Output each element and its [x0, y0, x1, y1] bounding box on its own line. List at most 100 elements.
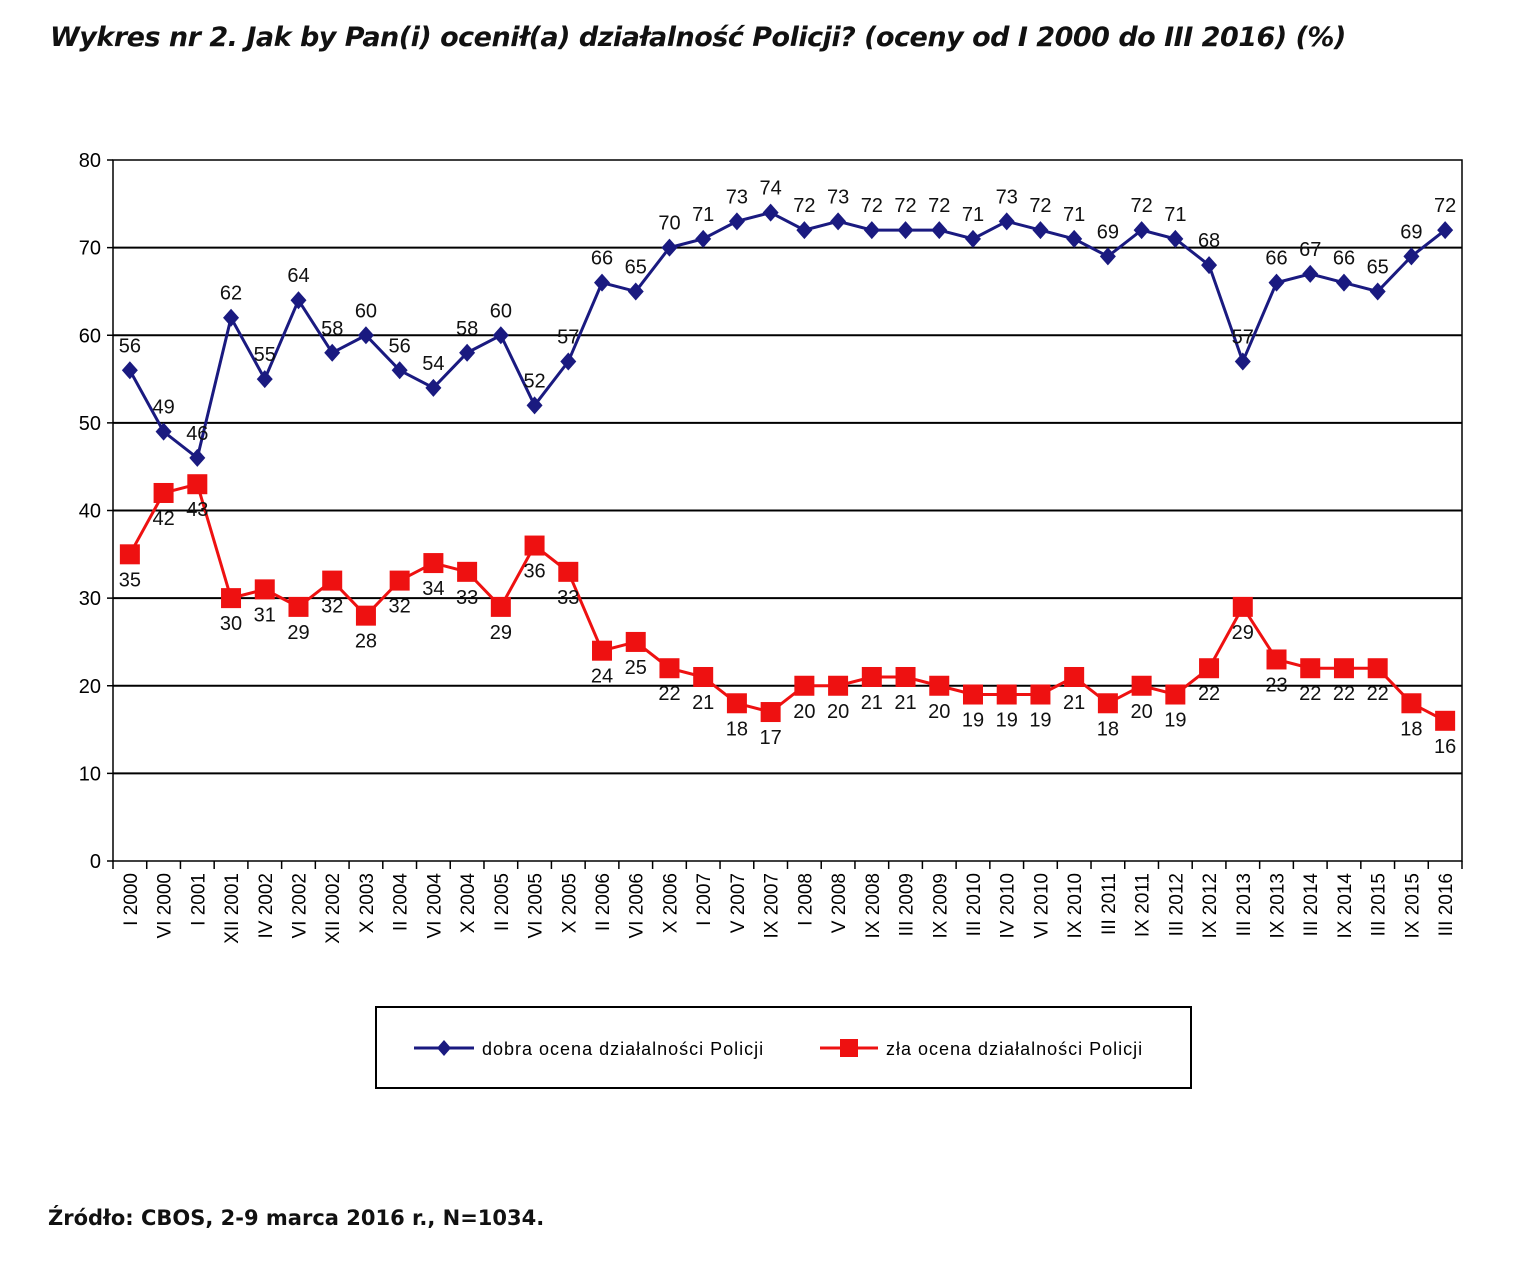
data-point — [931, 221, 948, 240]
data-label: 29 — [490, 622, 512, 644]
data-label: 18 — [1400, 718, 1422, 740]
data-point — [828, 675, 849, 696]
data-point — [391, 361, 408, 380]
data-label: 22 — [1299, 683, 1321, 705]
data-label: 49 — [152, 397, 174, 419]
x-tick-label: IX 2009 — [930, 873, 951, 939]
data-label: 56 — [119, 335, 141, 357]
data-label: 23 — [1265, 674, 1287, 696]
data-label: 21 — [861, 692, 883, 714]
legend-label-good: dobra ocena działalności Policji — [482, 1039, 764, 1059]
data-label: 66 — [591, 248, 613, 270]
x-tick-label: II 2004 — [391, 873, 412, 932]
data-label: 18 — [1097, 718, 1119, 740]
data-label: 70 — [658, 213, 680, 235]
data-label: 21 — [1063, 692, 1085, 714]
data-point — [1097, 693, 1118, 714]
data-point — [762, 203, 779, 222]
data-point — [659, 658, 680, 679]
data-label: 71 — [692, 204, 714, 226]
data-label: 33 — [557, 587, 579, 609]
data-point — [153, 482, 174, 503]
data-label: 22 — [1367, 683, 1389, 705]
data-point — [895, 666, 916, 687]
x-tick-label: VI 2000 — [155, 873, 176, 939]
data-point — [1435, 710, 1456, 731]
data-label: 18 — [726, 718, 748, 740]
data-label: 58 — [321, 318, 343, 340]
data-point — [998, 212, 1015, 231]
data-point — [1401, 693, 1422, 714]
data-point — [1201, 256, 1218, 275]
y-tick-label: 0 — [90, 851, 101, 873]
data-label: 20 — [793, 701, 815, 723]
data-point — [695, 229, 712, 248]
data-point — [1266, 649, 1287, 670]
data-point — [1300, 658, 1321, 679]
data-label: 30 — [220, 613, 242, 635]
data-point — [1167, 229, 1184, 248]
data-point — [189, 448, 206, 467]
data-label: 72 — [793, 195, 815, 217]
data-label: 19 — [962, 710, 984, 732]
data-label: 72 — [1434, 195, 1456, 217]
x-tick-label: III 2011 — [1099, 873, 1120, 935]
data-label: 68 — [1198, 230, 1220, 252]
data-label: 62 — [220, 283, 242, 305]
legend-marker-bad — [840, 1039, 858, 1057]
data-label: 72 — [1130, 195, 1152, 217]
data-point — [1232, 596, 1253, 617]
data-label: 22 — [1198, 683, 1220, 705]
data-point — [322, 570, 343, 591]
data-label: 19 — [996, 710, 1018, 732]
data-point — [693, 666, 714, 687]
source-note: Źródło: CBOS, 2-9 marca 2016 r., N=1034. — [48, 1206, 545, 1230]
data-point — [728, 212, 745, 231]
data-label: 60 — [355, 300, 377, 322]
data-point — [492, 326, 509, 345]
data-point — [1234, 352, 1251, 371]
x-tick-label: X 2004 — [458, 873, 479, 934]
x-tick-label: V 2007 — [728, 873, 749, 933]
data-point — [1099, 247, 1116, 266]
data-label: 73 — [996, 186, 1018, 208]
x-tick-label: IX 2013 — [1268, 873, 1289, 939]
x-tick-label: III 2014 — [1301, 873, 1322, 937]
y-tick-label: 60 — [79, 325, 101, 347]
x-tick-label: I 2001 — [188, 873, 209, 926]
x-tick-label: IX 2011 — [1133, 873, 1154, 937]
data-point — [1066, 229, 1083, 248]
x-tick-label: X 2003 — [357, 873, 378, 933]
data-point — [425, 378, 442, 397]
data-point — [121, 361, 138, 380]
data-label: 43 — [186, 499, 208, 521]
chart-title: Wykres nr 2. Jak by Pan(i) ocenił(a) dzi… — [50, 22, 1346, 53]
x-tick-label: II 2005 — [492, 873, 513, 931]
y-tick-label: 40 — [79, 501, 101, 523]
data-label: 24 — [591, 666, 613, 688]
data-label: 69 — [1097, 221, 1119, 243]
x-tick-label: XII 2002 — [323, 873, 344, 944]
data-point — [558, 561, 579, 582]
x-tick-label: VI 2005 — [526, 873, 547, 939]
data-point — [964, 229, 981, 248]
data-point — [256, 370, 273, 389]
data-point — [1032, 221, 1049, 240]
data-point — [560, 352, 577, 371]
x-tick-label: IX 2010 — [1065, 873, 1086, 939]
data-point — [760, 702, 781, 723]
data-point — [796, 221, 813, 240]
x-tick-label: III 2013 — [1234, 873, 1255, 936]
data-point — [929, 675, 950, 696]
data-label: 19 — [1164, 710, 1186, 732]
series-line-bad — [128, 482, 1446, 723]
data-point — [592, 640, 613, 661]
x-tick-label: X 2006 — [660, 873, 681, 933]
x-tick-label: IV 2002 — [256, 873, 277, 939]
data-point — [1064, 666, 1085, 687]
data-point — [1268, 273, 1285, 292]
data-point — [187, 474, 208, 495]
data-point — [861, 666, 882, 687]
data-point — [155, 422, 172, 441]
data-label: 52 — [523, 370, 545, 392]
